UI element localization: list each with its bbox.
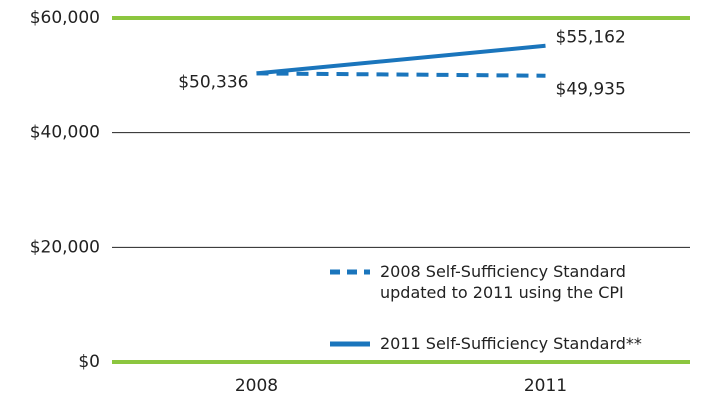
y-tick-label: $40,000	[30, 123, 100, 143]
legend-entry: 2008 Self-Sufficiency Standard updated t…	[380, 262, 626, 302]
x-tick-label: 2008	[235, 376, 278, 396]
y-tick-label: $20,000	[30, 237, 100, 257]
x-tick-label: 2011	[524, 376, 567, 396]
legend-entry: 2011 Self-Sufficiency Standard**	[380, 334, 642, 353]
y-tick-label: $60,000	[30, 8, 100, 28]
series-line	[256, 43, 546, 76]
data-label: $49,935	[556, 80, 626, 100]
data-label: $50,336	[178, 72, 248, 92]
series-line	[256, 71, 546, 78]
y-tick-label: $0	[78, 352, 100, 372]
data-label: $55,162	[556, 28, 626, 48]
